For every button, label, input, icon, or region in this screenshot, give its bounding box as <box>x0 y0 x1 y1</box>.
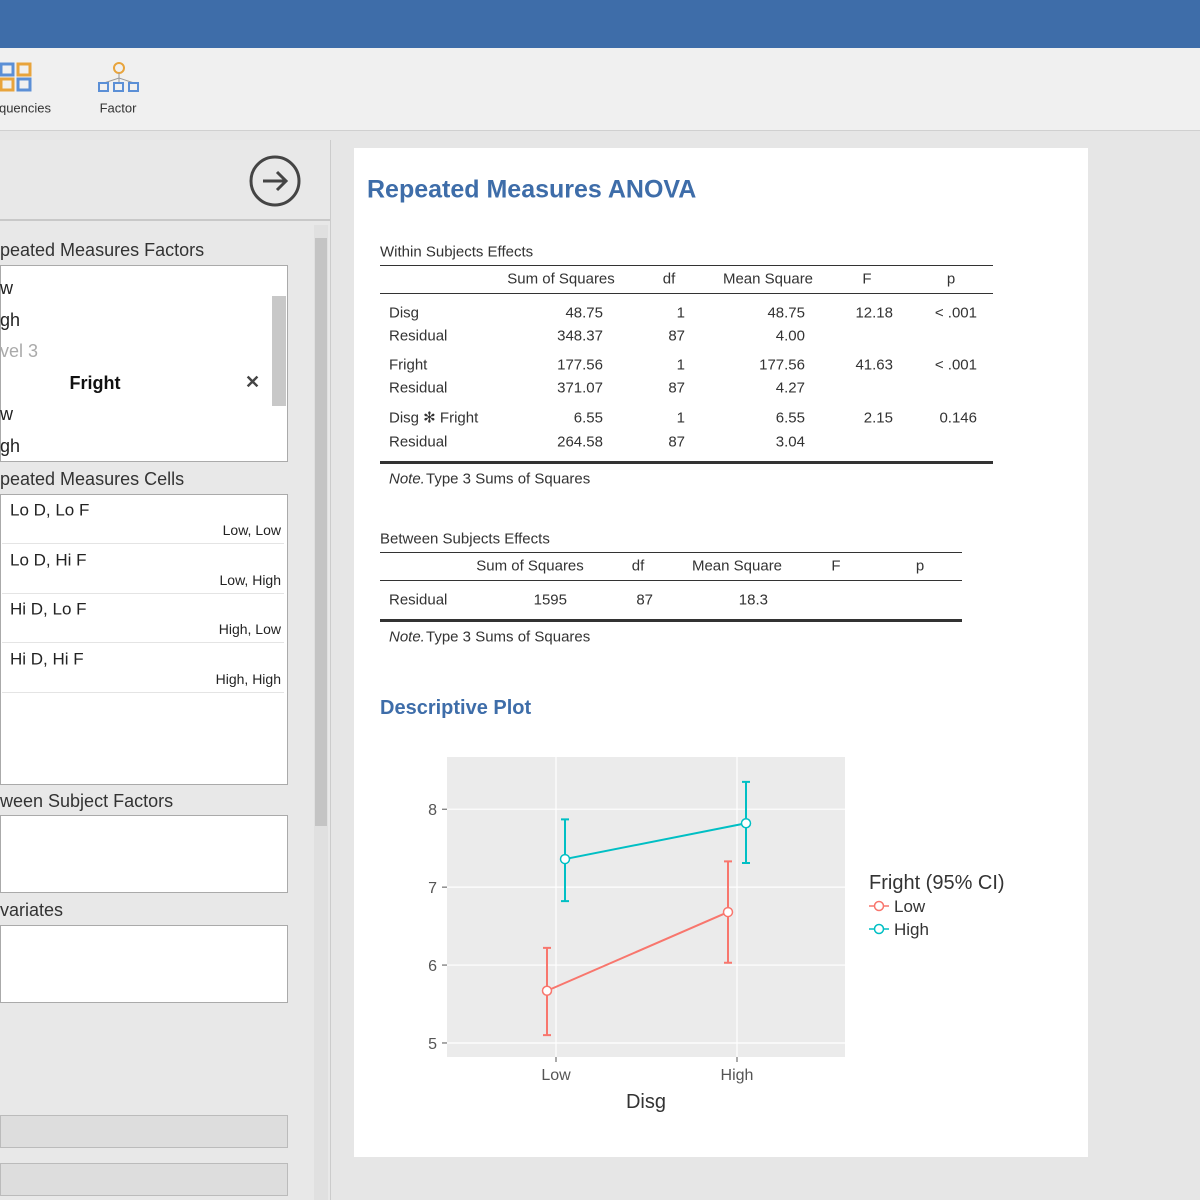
row-label: Residual <box>389 591 448 609</box>
table-cell: 4.27 <box>775 379 805 397</box>
toolbar <box>0 48 1200 131</box>
row-label: Residual <box>389 379 448 397</box>
table-cell: 87 <box>668 327 685 345</box>
table-cell: 87 <box>636 591 653 609</box>
table-cell: 1 <box>676 409 685 427</box>
row-label: Residual <box>389 433 448 451</box>
cell-separator <box>2 543 284 544</box>
table-cell: 87 <box>668 433 685 451</box>
section-label: peated Measures Factors <box>0 240 205 260</box>
column-header: F <box>862 270 872 288</box>
table-cell: 177.56 <box>557 356 603 374</box>
cell-levels: High, Low <box>218 621 281 637</box>
toolbar-icons <box>0 62 139 92</box>
title-bar <box>0 0 1200 48</box>
plot-title: Descriptive Plot <box>380 697 532 719</box>
table-cell: 264.58 <box>557 433 603 451</box>
collapsed-section[interactable] <box>0 1163 288 1196</box>
cell-levels: Low, Low <box>222 522 281 538</box>
table-cell: 6.55 <box>573 409 603 427</box>
table-cell: 1 <box>676 304 685 322</box>
table-cell: 87 <box>668 379 685 397</box>
results-sheet <box>354 148 1088 1157</box>
cell-levels: High, High <box>215 670 281 687</box>
between-box <box>0 815 288 893</box>
table-cell: 41.63 <box>855 356 893 374</box>
table-rule <box>380 580 962 581</box>
table-cell: 48.75 <box>767 304 805 322</box>
table-caption: Between Subjects Effects <box>380 530 550 548</box>
remove-button[interactable]: ✕ <box>245 372 261 392</box>
table-cell: 18.3 <box>738 591 768 609</box>
table-cell: 371.07 <box>557 379 603 397</box>
column-header: Mean Square <box>722 270 814 288</box>
row-label: Disg <box>389 304 420 322</box>
note-text: Type 3 Sums of Squares <box>426 628 591 646</box>
factor-level: gh <box>0 436 21 456</box>
column-header: df <box>631 557 645 575</box>
cell-name: Lo D, Hi F <box>10 550 87 569</box>
factor-level: gh <box>0 310 21 330</box>
column-header: Sum of Squares <box>476 557 584 575</box>
row-label: Fright <box>389 356 428 374</box>
cell-name: Hi D, Lo F <box>10 599 87 619</box>
table-cell: 348.37 <box>557 327 603 345</box>
note-label: Note. <box>389 628 425 646</box>
factor-level: vel 3 <box>0 341 39 361</box>
results-title: Repeated Measures ANOVA <box>367 175 697 204</box>
toolbar-button[interactable]: quencies <box>0 100 52 116</box>
column-header: df <box>662 270 676 288</box>
section-label: variates <box>0 900 64 920</box>
section-label: ween Subject Factors <box>0 791 174 811</box>
cell-levels: Low, High <box>219 571 281 588</box>
table-caption: Within Subjects Effects <box>380 243 534 261</box>
scrollbar-thumb[interactable] <box>315 238 327 826</box>
cells-box <box>0 494 288 785</box>
cell-separator <box>2 592 284 594</box>
collapsed-section[interactable] <box>0 1115 288 1148</box>
table-cell: < .001 <box>934 356 977 374</box>
row-label: Disg ✻ Fright <box>389 409 479 427</box>
column-header: Sum of Squares <box>507 270 615 288</box>
factor-level: w <box>0 404 13 424</box>
table-cell: 0.146 <box>939 409 977 427</box>
row-label: Residual <box>389 327 448 345</box>
section-label: peated Measures Cells <box>0 469 185 489</box>
toolbar-button[interactable]: Factor <box>99 100 137 116</box>
table-cell: 6.55 <box>775 409 805 427</box>
table-cell: < .001 <box>934 304 977 322</box>
cell-separator <box>2 642 284 643</box>
cell-name: Lo D, Lo F <box>10 500 90 520</box>
factor-level: w <box>0 278 13 298</box>
table-cell: 2.15 <box>863 409 893 427</box>
note-text: Type 3 Sums of Squares <box>426 470 591 488</box>
covariates-box <box>0 925 288 1003</box>
column-header: p <box>915 557 925 575</box>
table-cell: 12.18 <box>855 304 893 322</box>
column-header: Mean Square <box>691 557 783 575</box>
column-header: p <box>946 270 956 288</box>
table-rule <box>380 293 993 294</box>
note-label: Note. <box>389 470 425 488</box>
table-rule <box>380 619 962 622</box>
table-rule <box>380 461 993 464</box>
table-cell: 3.04 <box>775 433 805 451</box>
panel-divider <box>0 219 330 221</box>
table-cell: 1 <box>676 356 685 374</box>
cell-name: Hi D, Hi F <box>10 649 84 668</box>
run-button[interactable] <box>248 154 304 210</box>
table-cell: 1595 <box>533 591 567 609</box>
factor-name: Fright <box>69 373 121 393</box>
table-rule <box>380 552 962 553</box>
table-cell: 4.00 <box>775 327 805 345</box>
table-cell: 177.56 <box>759 356 805 374</box>
table-rule <box>380 265 993 266</box>
table-cell: 48.75 <box>565 304 603 322</box>
column-header: F <box>831 557 841 575</box>
factors-box <box>0 265 288 462</box>
factors-scroll-thumb[interactable] <box>272 296 286 406</box>
cell-separator <box>2 691 284 693</box>
